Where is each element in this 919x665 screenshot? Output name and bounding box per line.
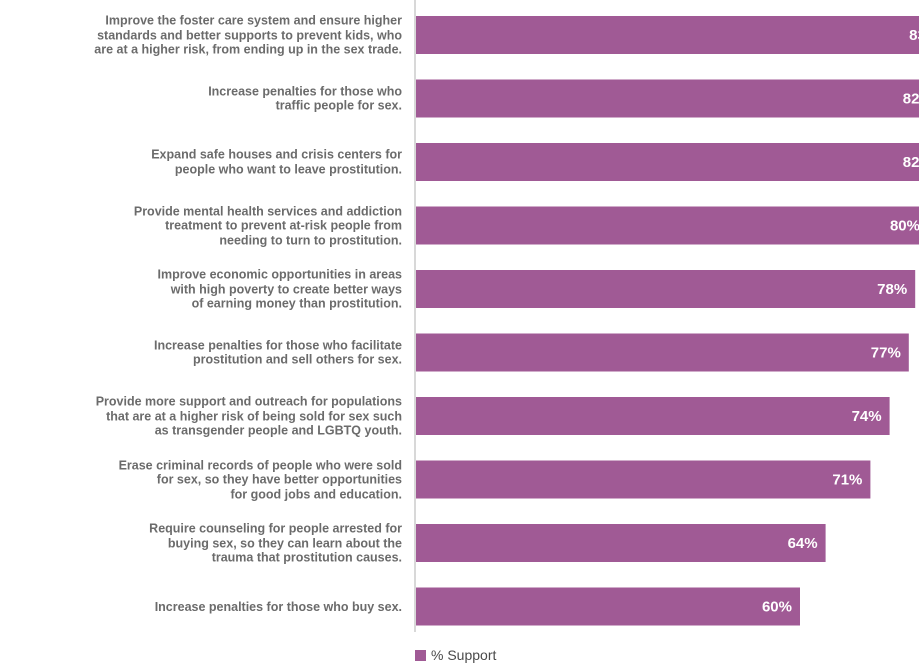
bar-value-label: 83% bbox=[909, 27, 919, 44]
legend: % Support bbox=[415, 647, 496, 663]
bar bbox=[416, 79, 919, 118]
bar-value-label: 77% bbox=[871, 345, 901, 362]
category-label: Increase penalties for those who facilit… bbox=[2, 338, 402, 367]
bar bbox=[416, 333, 909, 372]
category-label-line: Increase penalties for those who bbox=[208, 84, 402, 98]
bar-value-label: 80% bbox=[890, 218, 919, 235]
category-label-line: for good jobs and education. bbox=[230, 486, 402, 501]
category-label-line: treatment to prevent at-risk people from bbox=[165, 218, 402, 233]
category-label: Improve the foster care system and ensur… bbox=[2, 13, 402, 57]
category-label: Require counseling for people arrested f… bbox=[2, 521, 402, 565]
bar-value-label: 82% bbox=[903, 154, 919, 171]
legend-label: % Support bbox=[431, 647, 497, 663]
category-label-line: Expand safe houses and crisis centers fo… bbox=[151, 147, 402, 162]
bar bbox=[416, 397, 890, 435]
bar-value-label: 64% bbox=[788, 535, 818, 552]
bar bbox=[416, 16, 919, 54]
bar bbox=[416, 270, 916, 308]
category-label-line: prostitution and sell others for sex. bbox=[192, 352, 402, 367]
bars-group: 83% 82% 82% 80% 78% 77% 74% 71% 64% 60% bbox=[416, 16, 919, 626]
category-label: Provide more support and outreach for po… bbox=[2, 394, 402, 438]
category-label-line: standards and better supports to prevent… bbox=[97, 27, 402, 42]
category-label-line: people who want to leave prostitution. bbox=[174, 162, 402, 176]
category-label-line: Improve economic opportunities in areas bbox=[157, 267, 402, 282]
category-label-line: trauma that prostitution causes. bbox=[211, 550, 402, 565]
bar-value-label: 71% bbox=[832, 472, 862, 489]
category-label-line: for sex, so they have better opportuniti… bbox=[156, 472, 402, 487]
category-label-line: Improve the foster care system and ensur… bbox=[105, 13, 402, 28]
category-label-line: as transgender people and LGBTQ youth. bbox=[154, 423, 402, 438]
bar bbox=[416, 143, 919, 181]
bar bbox=[416, 524, 826, 562]
bar-value-label: 74% bbox=[852, 408, 882, 425]
category-label-line: Increase penalties for those who facilit… bbox=[154, 338, 402, 352]
category-label-line: of earning money than prostitution. bbox=[191, 296, 402, 311]
legend-swatch bbox=[415, 649, 426, 661]
category-label: Provide mental health services and addic… bbox=[2, 204, 402, 248]
category-label: Improve economic opportunities in areas w… bbox=[2, 267, 402, 311]
category-label-line: traffic people for sex. bbox=[275, 98, 402, 113]
bar-value-label: 82% bbox=[903, 91, 919, 108]
category-label: Erase criminal records of people who wer… bbox=[2, 458, 402, 502]
category-label-line: are at a higher risk, from ending up in … bbox=[94, 42, 402, 57]
category-label-line: Require counseling for people arrested f… bbox=[149, 521, 402, 536]
category-label-line: needing to turn to prostitution. bbox=[219, 232, 402, 247]
bar bbox=[416, 460, 871, 499]
bar-value-label: 78% bbox=[877, 281, 907, 298]
category-label-line: that are at a higher risk of being sold … bbox=[106, 408, 402, 423]
bar bbox=[416, 206, 919, 245]
category-label: Increase penalties for those who traffic … bbox=[2, 84, 402, 113]
category-label-line: Provide mental health services and addic… bbox=[133, 203, 402, 218]
bar bbox=[416, 587, 800, 626]
category-label-line: buying sex, so they can learn about the bbox=[167, 535, 402, 550]
bar-value-label: 60% bbox=[762, 599, 792, 616]
category-label-line: Increase penalties for those who buy sex… bbox=[154, 599, 402, 614]
category-label-line: Erase criminal records of people who wer… bbox=[118, 457, 402, 472]
category-label-line: Provide more support and outreach for po… bbox=[95, 394, 402, 409]
category-label: Expand safe houses and crisis centers fo… bbox=[2, 148, 402, 177]
category-label-line: with high poverty to create better ways bbox=[170, 281, 402, 296]
category-label: Increase penalties for those who buy sex… bbox=[2, 599, 402, 614]
